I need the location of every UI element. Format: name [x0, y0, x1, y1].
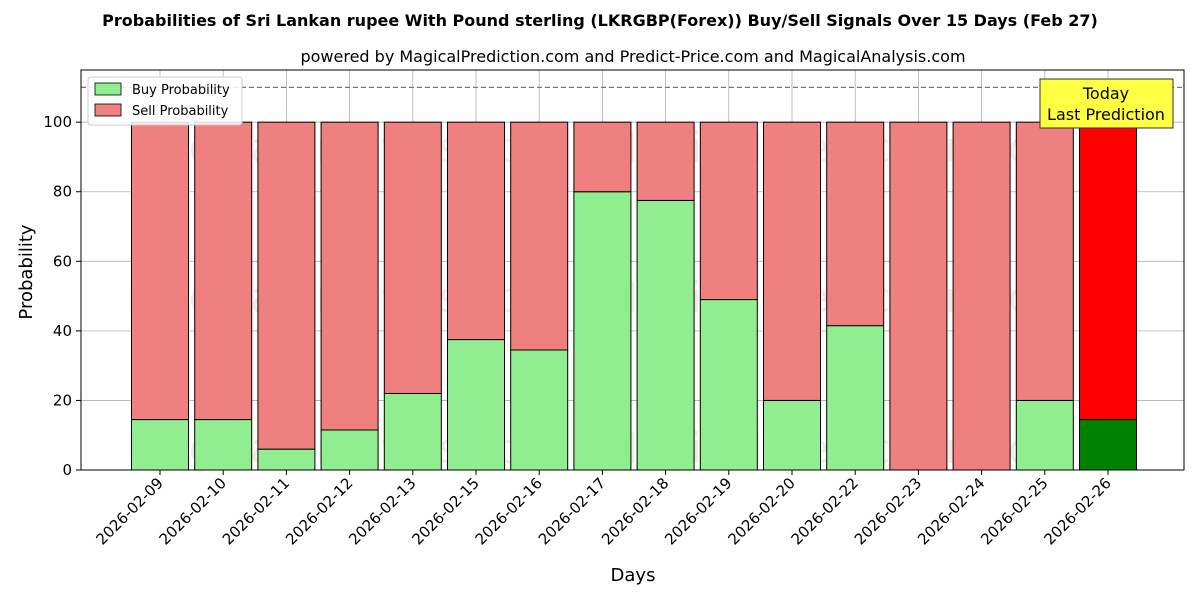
sell-bar	[320, 121, 379, 431]
buy-bar	[447, 339, 505, 471]
x-tick-label: 2026-02-17	[535, 474, 609, 548]
buy-bar	[257, 448, 316, 471]
annotation-line1: Today	[1082, 84, 1129, 103]
buy-bar	[194, 419, 253, 471]
y-tick-label: 60	[53, 252, 72, 270]
sell-bar	[257, 121, 316, 450]
x-tick-label: 2026-02-13	[345, 474, 419, 548]
x-tick-label: 2026-02-16	[472, 474, 546, 548]
x-tick-label: 2026-02-12	[282, 474, 356, 548]
sell-bar	[889, 121, 948, 471]
sell-bar	[131, 121, 189, 421]
sell-bar	[573, 121, 632, 193]
chart-title: Probabilities of Sri Lankan rupee With P…	[102, 11, 1098, 30]
legend-sell-label: Sell Probability	[132, 104, 229, 119]
y-axis-label: Probability	[16, 224, 37, 319]
bars-layer	[131, 121, 1137, 471]
plot-frame	[80, 69, 1185, 471]
chart-subtitle: powered by MagicalPrediction.com and Pre…	[300, 47, 965, 66]
buy-bar	[510, 349, 569, 471]
x-axis-label: Days	[611, 565, 656, 586]
sell-bar	[1015, 121, 1074, 401]
annotation-box	[1039, 78, 1174, 129]
today-annotation: Today Last Prediction	[1039, 78, 1174, 129]
legend-sell-swatch	[94, 103, 122, 117]
x-tick-label: 2026-02-26	[1040, 474, 1114, 548]
buy-bar	[699, 299, 758, 471]
buy-bar	[320, 429, 379, 471]
buy-bar	[573, 191, 632, 471]
x-tick-label: 2026-02-09	[92, 474, 166, 548]
sell-bar	[763, 121, 821, 401]
buy-bar	[383, 392, 442, 471]
buy-bar	[826, 325, 885, 471]
buy-bar	[1015, 399, 1074, 471]
buy-bar	[636, 199, 695, 471]
buy-bar	[763, 399, 821, 471]
annotation-line2: Last Prediction	[1047, 105, 1165, 124]
legend-box	[87, 76, 243, 126]
sell-bar	[447, 121, 505, 341]
sell-bar	[952, 121, 1011, 471]
y-axis-ticks: 0 20 40 60 80 100	[43, 113, 81, 479]
x-tick-label: 2026-02-10	[156, 474, 230, 548]
x-tick-label: 2026-02-23	[851, 474, 925, 548]
sell-bar	[699, 121, 758, 301]
sell-bar	[826, 121, 885, 327]
x-tick-label: 2026-02-22	[788, 474, 862, 548]
x-tick-label: 2026-02-15	[408, 474, 482, 548]
y-tick-label: 0	[62, 461, 72, 479]
buy-bar	[1079, 419, 1137, 471]
sell-bar	[1079, 121, 1137, 421]
x-tick-label: 2026-02-11	[219, 474, 293, 548]
sell-bar	[636, 121, 695, 201]
y-tick-label: 100	[43, 113, 72, 131]
buy-bar	[131, 419, 189, 471]
x-tick-label: 2026-02-20	[724, 474, 798, 548]
x-tick-label: 2026-02-25	[977, 474, 1051, 548]
sell-bar	[510, 121, 569, 351]
x-axis-ticks: 2026-02-092026-02-102026-02-112026-02-12…	[92, 470, 1115, 548]
legend-buy-swatch	[94, 82, 122, 96]
legend: Buy Probability Sell Probability	[87, 76, 243, 126]
y-tick-label: 80	[53, 183, 72, 201]
x-tick-label: 2026-02-18	[598, 474, 672, 548]
sell-bar	[194, 121, 253, 421]
x-tick-label: 2026-02-19	[661, 474, 735, 548]
sell-bar	[383, 121, 442, 394]
y-tick-label: 20	[53, 391, 72, 409]
x-tick-label: 2026-02-24	[914, 474, 988, 548]
legend-buy-label: Buy Probability	[132, 83, 230, 98]
y-tick-label: 40	[53, 322, 72, 340]
